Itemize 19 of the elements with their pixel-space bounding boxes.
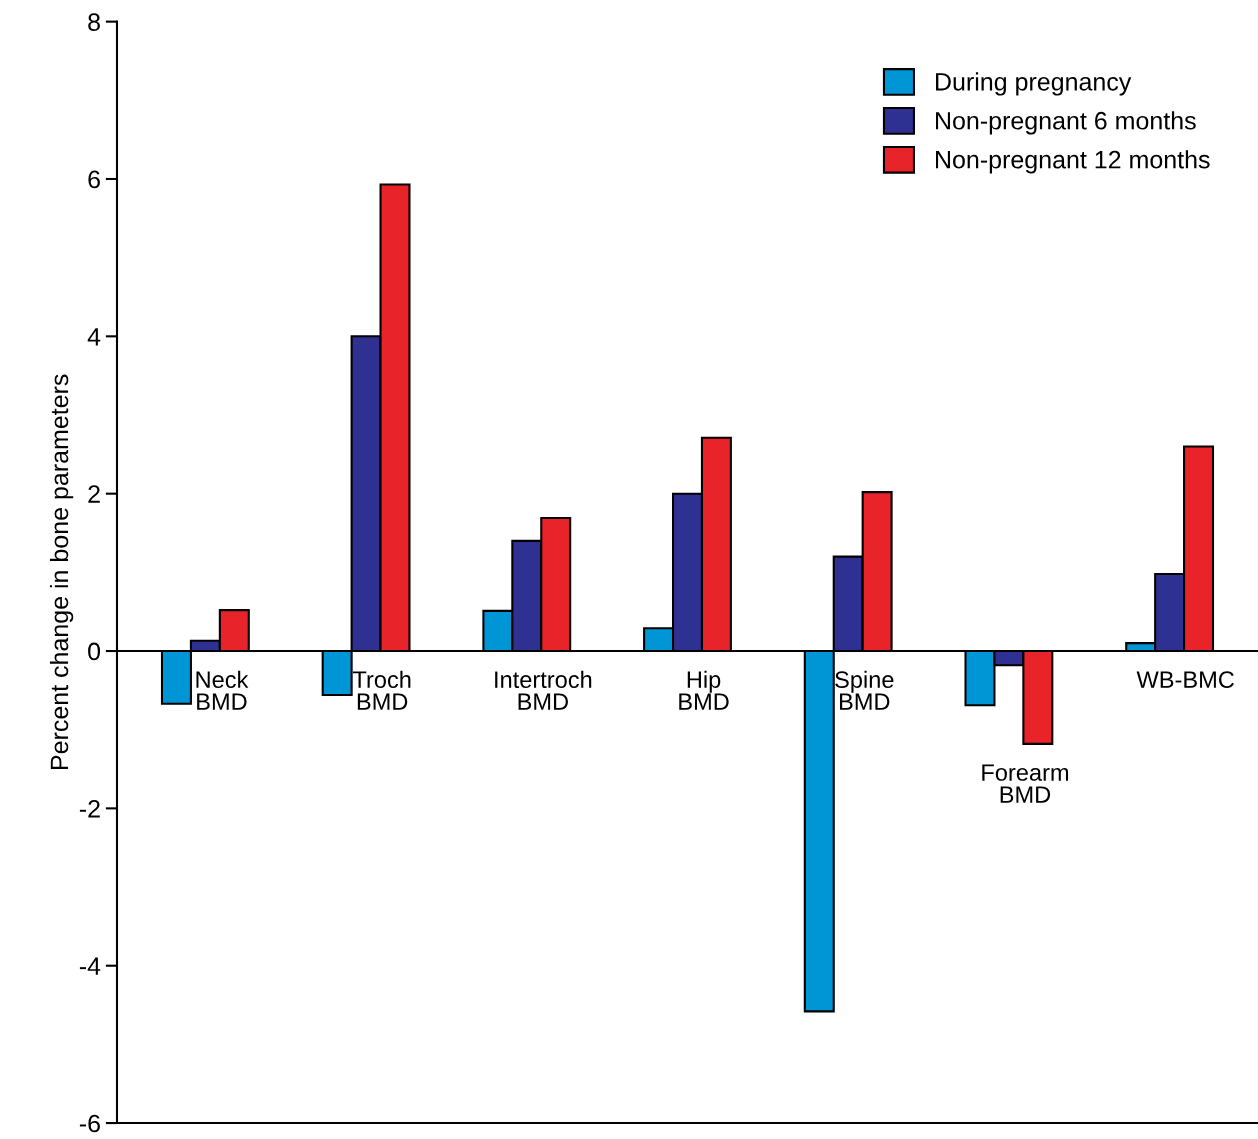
y-tick-label: 2 [88,485,100,503]
y-tick-label: -6 [79,1114,100,1133]
y-tick-label: 6 [88,170,100,189]
x-tick-label: Intertroch BMD [495,670,592,710]
x-tick-label: WB-BMC [1136,671,1234,689]
y-tick-label: 0 [88,642,101,661]
y-tick-label: -2 [79,799,100,818]
legend-label: Non-pregnant 12 months [936,150,1210,174]
y-tick-label: -4 [79,957,101,975]
y-tick-label: 8 [88,13,100,31]
legend-label: Non-pregnant 6 months [936,111,1196,135]
x-tick-label: Neck BMD [196,670,249,710]
x-tick-label: Hip BMD [679,670,729,710]
y-axis-title: Percent change in bone parameters [49,374,74,770]
x-tick-label: Troch BMD [352,670,411,710]
x-tick-label: Spine BMD [835,670,894,710]
y-tick-label: 4 [87,328,101,346]
x-tick-label: Forearm BMD [982,764,1069,803]
legend-label: During pregnancy [936,72,1132,96]
